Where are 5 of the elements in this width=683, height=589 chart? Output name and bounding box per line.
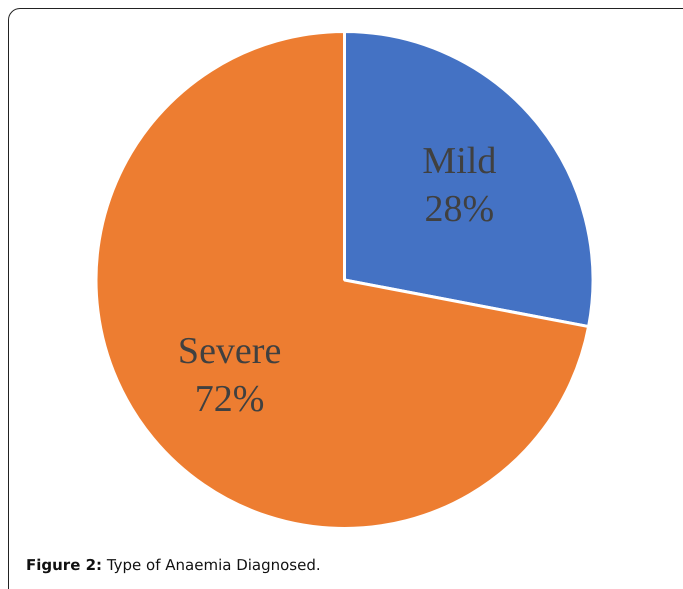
data-label: 72% xyxy=(194,378,264,420)
slice-label: Severe xyxy=(178,330,282,372)
slice-label: Mild xyxy=(422,140,496,182)
data-label: 28% xyxy=(424,188,494,230)
caption: Figure 2: Type of Anaemia Diagnosed. xyxy=(26,556,321,574)
